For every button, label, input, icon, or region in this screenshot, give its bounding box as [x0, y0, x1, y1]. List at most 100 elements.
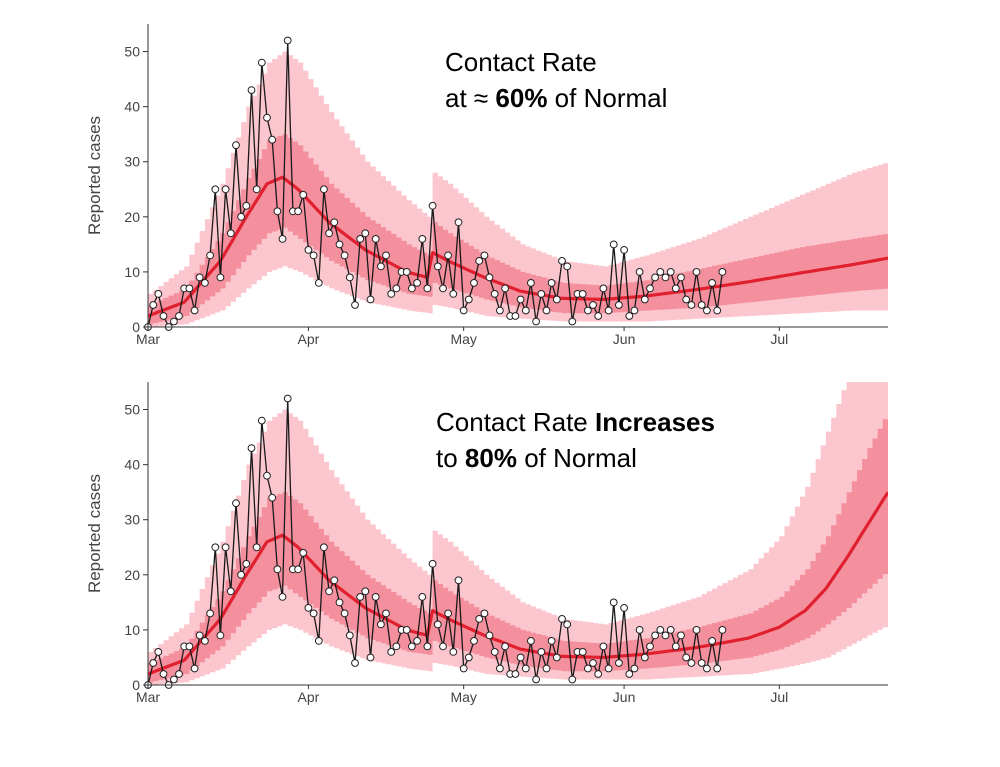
reported-case-point: [268, 493, 277, 502]
reported-case-point: [413, 279, 422, 287]
reported-case-point: [464, 653, 473, 662]
reported-case-point: [578, 290, 587, 298]
reported-case-point: [418, 593, 427, 601]
reported-case-point: [692, 626, 701, 634]
reported-case-point: [278, 593, 287, 601]
reported-case-point: [708, 637, 716, 645]
reported-case-point: [170, 317, 178, 326]
reported-case-point: [454, 576, 463, 585]
reported-case-point: [413, 637, 422, 645]
reported-case-point: [418, 235, 427, 243]
reported-case-point: [666, 268, 675, 276]
plot-area: [148, 51, 888, 327]
reported-case-point: [599, 642, 608, 651]
reported-case-point: [599, 284, 608, 293]
reported-case-point: [651, 273, 659, 282]
reported-case-point: [594, 312, 603, 320]
chart-panel-60-percent: 0 10 20 30 40 50 Mar Apr May Jun Jul Reported cases…: [0, 0, 1000, 370]
annotation-line2-bold: 80%: [464, 443, 517, 473]
reported-case-point: [211, 185, 220, 194]
reported-case-point: [387, 290, 396, 298]
x-tick-label: May: [450, 331, 476, 347]
reported-case-point: [226, 587, 235, 596]
chart-60-percent: 0 10 20 30 40 50 Mar Apr May Jun Jul Reported cases: [85, 24, 888, 347]
reported-case-point: [464, 295, 473, 304]
reported-case-point: [309, 251, 318, 260]
reported-case-point: [584, 664, 592, 673]
reported-case-point: [320, 185, 328, 194]
reported-case-point: [206, 609, 215, 618]
reported-case-point: [640, 653, 649, 662]
reported-case-point: [237, 212, 246, 221]
reported-case-point: [335, 598, 344, 607]
reported-case-point: [330, 576, 339, 585]
reported-case-point: [185, 642, 194, 651]
reported-case-point: [232, 141, 240, 150]
reported-case-point: [485, 631, 494, 640]
reported-case-point: [356, 235, 365, 243]
reported-case-point: [283, 36, 292, 45]
reported-case-point: [501, 284, 510, 293]
reported-case-point: [615, 659, 623, 667]
y-tick-label: 50: [124, 44, 140, 60]
reported-case-point: [159, 312, 168, 320]
reported-case-point: [283, 394, 292, 403]
reported-case-point: [475, 615, 484, 623]
reported-case-point: [501, 642, 510, 651]
reported-case-point: [221, 543, 230, 552]
reported-case-point: [532, 675, 540, 684]
reported-case-point: [516, 653, 525, 662]
y-tick-label: 50: [124, 402, 140, 418]
x-tick-label: Apr: [298, 689, 320, 705]
reported-case-point: [718, 626, 727, 634]
annotation-line1-text: Contact Rate: [445, 47, 597, 77]
reported-case-point: [299, 548, 308, 557]
reported-case-point: [268, 135, 277, 144]
reported-case-point: [242, 201, 251, 210]
x-tick-label: Jul: [770, 331, 788, 347]
reported-case-point: [496, 664, 504, 673]
reported-case-point: [314, 279, 323, 287]
reported-case-point: [697, 659, 706, 667]
reported-case-point: [630, 306, 639, 315]
reported-case-point: [718, 268, 727, 276]
reported-case-point: [382, 609, 390, 618]
reported-case-point: [547, 637, 556, 645]
inner-uncertainty-band: [148, 409, 888, 683]
reported-case-point: [170, 675, 178, 684]
y-axis-label: Reported cases: [85, 474, 104, 593]
reported-case-point: [273, 207, 282, 216]
reported-case-point: [656, 626, 665, 634]
reported-case-point: [252, 543, 261, 552]
reported-case-point: [682, 653, 691, 662]
reported-case-point: [402, 268, 411, 276]
annotation-line2-suffix: of Normal: [516, 443, 637, 473]
reported-case-point: [511, 670, 520, 678]
reported-case-point: [470, 279, 478, 287]
reported-case-point: [589, 301, 597, 309]
x-tick-label: Mar: [136, 331, 160, 347]
chart-80-percent: 0 10 20 30 40 50 Mar Apr May Jun Jul Reported cases: [85, 382, 888, 705]
reported-case-point: [216, 631, 225, 640]
reported-case-point: [201, 279, 209, 287]
reported-case-point: [537, 648, 546, 656]
reported-case-point: [439, 642, 447, 651]
reported-case-point: [630, 664, 639, 673]
reported-case-point: [677, 631, 685, 640]
reported-case-point: [615, 301, 623, 309]
reported-case-point: [646, 284, 654, 293]
reported-case-point: [527, 279, 535, 287]
reported-case-point: [371, 235, 380, 243]
reported-case-point: [640, 295, 649, 304]
reported-case-point: [278, 235, 287, 243]
annotation-60-percent: Contact Rate at ≈ 60% of Normal: [445, 44, 667, 116]
reported-case-point: [175, 312, 183, 320]
reported-case-point: [661, 631, 670, 640]
reported-case-point: [687, 301, 696, 309]
reported-case-point: [345, 631, 354, 640]
reported-case-point: [625, 312, 634, 320]
reported-case-point: [485, 273, 494, 282]
reported-case-point: [604, 306, 613, 315]
reported-case-point: [666, 626, 675, 634]
x-tick-label: Apr: [298, 331, 320, 347]
